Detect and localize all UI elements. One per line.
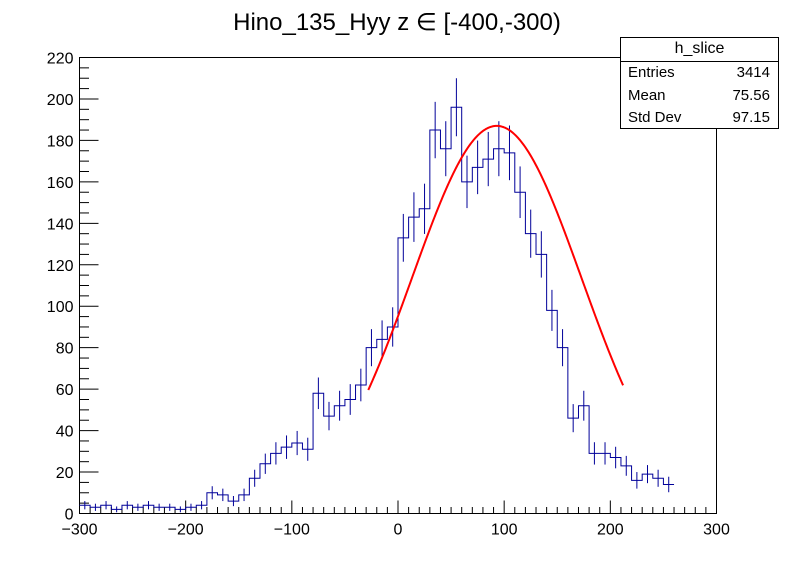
chart-title: Hino_135_Hyy z ∈ [-400,-300) bbox=[233, 9, 561, 36]
histogram-line bbox=[79, 106, 675, 510]
stats-value: 3414 bbox=[736, 64, 770, 81]
y-tick-label: 60 bbox=[56, 382, 74, 399]
x-tick-label: 200 bbox=[597, 522, 624, 539]
stats-value: 75.56 bbox=[732, 86, 770, 104]
fit-curve-group bbox=[367, 124, 624, 391]
y-tick-label: 0 bbox=[65, 507, 74, 524]
stats-title: h_slice bbox=[621, 38, 778, 62]
stats-box: h_slice Entries 3414 Mean 75.56 Std Dev … bbox=[620, 37, 779, 129]
histogram bbox=[79, 106, 675, 510]
stats-value: 97.15 bbox=[732, 109, 770, 126]
stats-label: Entries bbox=[628, 64, 675, 81]
axes: −300 −200 −100 0 100 200 300 0 20 40 60 80 100 120 140… bbox=[47, 51, 730, 539]
y-tick-label: 160 bbox=[47, 175, 74, 192]
error-bars bbox=[84, 78, 670, 513]
y-tick-label: 140 bbox=[47, 216, 74, 233]
x-tick-label: 300 bbox=[703, 522, 730, 539]
x-tick-label: 100 bbox=[491, 522, 518, 539]
y-tick-label: 40 bbox=[56, 424, 74, 441]
x-tick-label: 0 bbox=[394, 522, 403, 539]
stats-row-mean: Mean 75.56 bbox=[621, 85, 778, 108]
x-tick-label: −100 bbox=[274, 522, 310, 539]
y-tick-label: 120 bbox=[47, 258, 74, 275]
y-tick-label: 20 bbox=[56, 465, 74, 482]
x-tick-label: −200 bbox=[168, 522, 204, 539]
stats-row-entries: Entries 3414 bbox=[621, 62, 778, 85]
x-tick-label: −300 bbox=[61, 522, 97, 539]
stats-row-std-dev: Std Dev 97.15 bbox=[621, 107, 778, 130]
y-tick-label: 200 bbox=[47, 92, 74, 109]
y-tick-label: 180 bbox=[47, 133, 74, 150]
y-tick-label: 220 bbox=[47, 51, 74, 68]
stats-label: Std Dev bbox=[628, 109, 682, 126]
fit-curve bbox=[367, 124, 624, 391]
stats-label: Mean bbox=[628, 86, 666, 104]
y-tick-label: 80 bbox=[56, 341, 74, 358]
y-tick-label: 100 bbox=[47, 299, 74, 316]
